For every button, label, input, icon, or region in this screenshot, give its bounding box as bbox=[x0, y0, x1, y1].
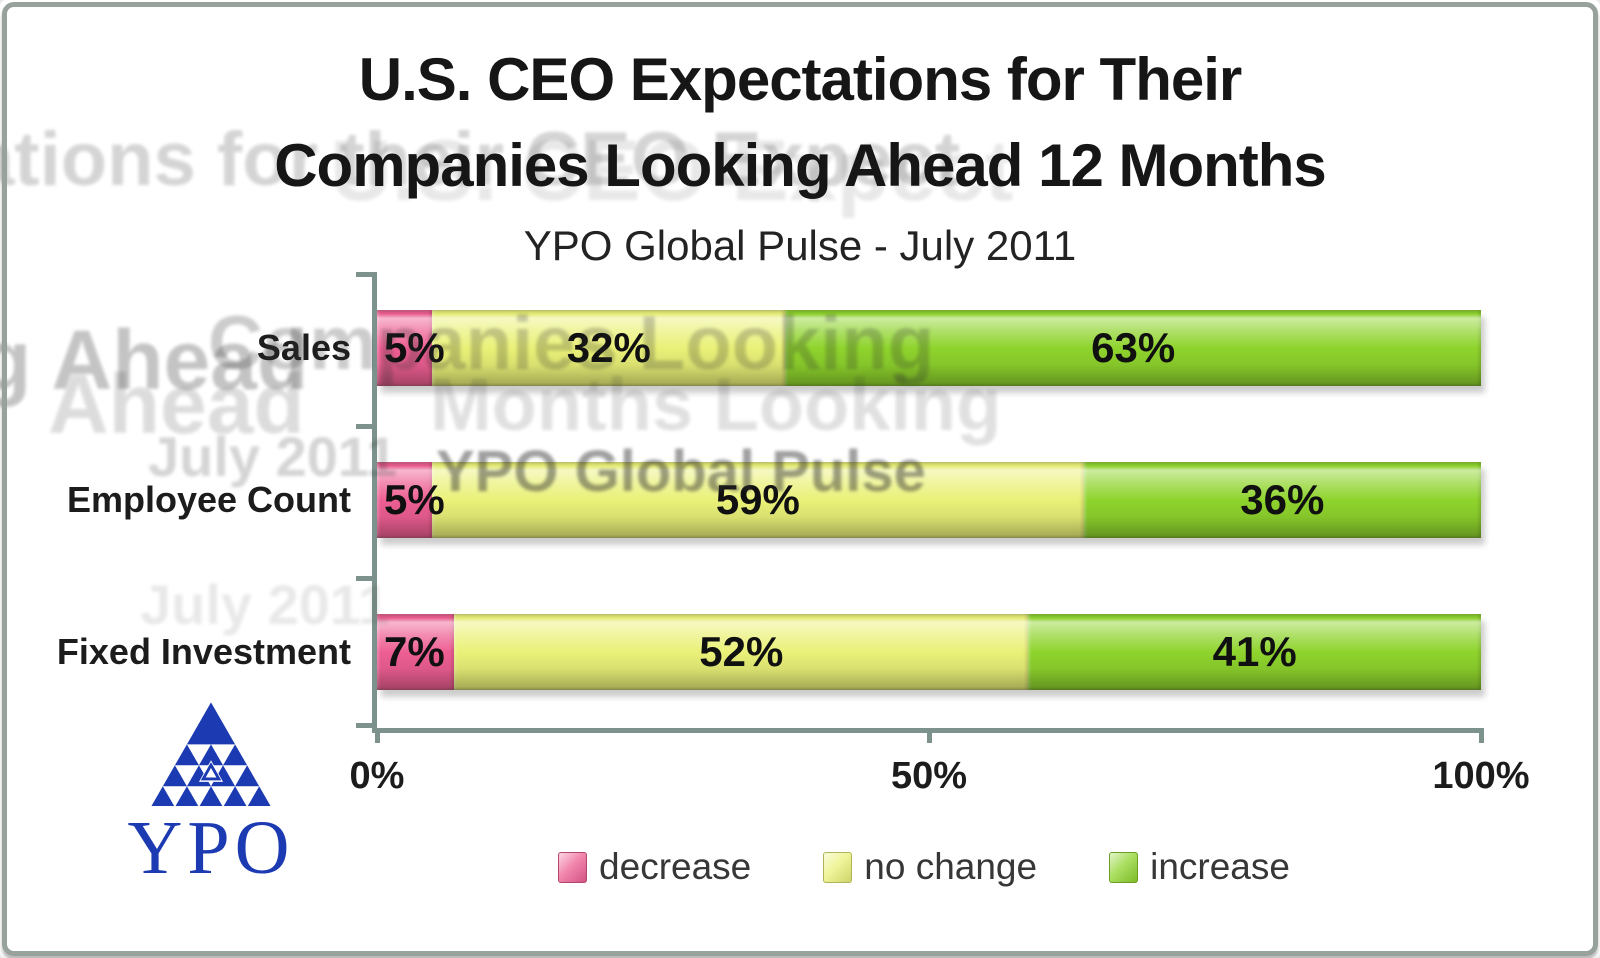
value-label: 5% bbox=[384, 476, 445, 523]
bar-segment-increase: 36% bbox=[1083, 462, 1482, 538]
bar-segment-increase: 63% bbox=[785, 310, 1481, 386]
legend-swatch-icon bbox=[558, 851, 588, 883]
y-axis-tick bbox=[356, 576, 372, 581]
ghost-text-fragment: July 2011 bbox=[140, 573, 390, 636]
legend-label: no change bbox=[864, 846, 1038, 887]
legend-item-increase: increase bbox=[1109, 846, 1290, 888]
x-axis-tick bbox=[927, 728, 932, 743]
category-label: Employee Count bbox=[66, 479, 351, 520]
bar-segment-no-change: 32% bbox=[432, 310, 786, 386]
y-axis-tick bbox=[356, 424, 372, 429]
bar-segment-no-change: 52% bbox=[454, 614, 1029, 690]
category-label: Fixed Investment bbox=[56, 631, 351, 672]
stacked-bar: 5% 59% 36% bbox=[377, 462, 1482, 538]
bar-row: Employee Count 5% 59% 36% bbox=[67, 462, 1482, 538]
chart-subtitle: YPO Global Pulse - July 2011 bbox=[523, 222, 1077, 269]
bar-segment-decrease: 7% bbox=[377, 614, 455, 690]
legend-swatch-icon bbox=[1109, 851, 1139, 883]
bar-row: Sales 5% 32% 63% bbox=[257, 310, 1481, 386]
bar-segment-no-change: 59% bbox=[432, 462, 1084, 538]
x-axis-label: 0% bbox=[349, 755, 405, 797]
ypo-logo: YPO bbox=[96, 700, 326, 886]
chart-title-line2: Companies Looking Ahead 12 Months bbox=[274, 132, 1327, 199]
value-label: 52% bbox=[699, 628, 784, 675]
value-label: 36% bbox=[1240, 476, 1325, 523]
y-axis-tick bbox=[356, 723, 372, 728]
legend-label: increase bbox=[1150, 846, 1290, 887]
x-axis-tick bbox=[1479, 728, 1484, 743]
plot-area: Sales 5% 32% 63% Employee Count 5% 59% 36% Fixed… bbox=[57, 272, 1530, 797]
value-label: 63% bbox=[1091, 324, 1176, 371]
value-label: 32% bbox=[566, 324, 651, 371]
legend: decrease no change increase bbox=[372, 846, 1476, 888]
category-label: Sales bbox=[256, 327, 351, 368]
y-axis-tick bbox=[356, 272, 372, 277]
legend-item-decrease: decrease bbox=[558, 846, 751, 888]
x-axis-label: 100% bbox=[1432, 755, 1530, 797]
x-axis-tick bbox=[375, 728, 380, 743]
bar-row: Fixed Investment 7% 52% 41% bbox=[57, 614, 1481, 690]
ghost-text-fragment: Ahead bbox=[48, 357, 305, 451]
bar-segment-increase: 41% bbox=[1028, 614, 1481, 690]
legend-item-no-change: no change bbox=[823, 846, 1037, 888]
value-label: 5% bbox=[384, 324, 445, 371]
value-label: 7% bbox=[384, 628, 445, 675]
chart-title-line1: U.S. CEO Expectations for Their bbox=[358, 46, 1243, 113]
stacked-bar: 7% 52% 41% bbox=[377, 614, 1481, 690]
value-label: 41% bbox=[1212, 628, 1297, 675]
value-label: 59% bbox=[715, 476, 800, 523]
x-axis-label: 50% bbox=[890, 755, 968, 797]
ypo-logo-text: YPO bbox=[127, 806, 295, 890]
stacked-bar: 5% 32% 63% bbox=[377, 310, 1481, 386]
bar-segment-decrease: 5% bbox=[377, 462, 445, 538]
bar-segment-decrease: 5% bbox=[377, 310, 445, 386]
ypo-triangle-icon bbox=[151, 702, 271, 806]
legend-label: decrease bbox=[599, 846, 752, 887]
legend-swatch-icon bbox=[823, 851, 853, 883]
